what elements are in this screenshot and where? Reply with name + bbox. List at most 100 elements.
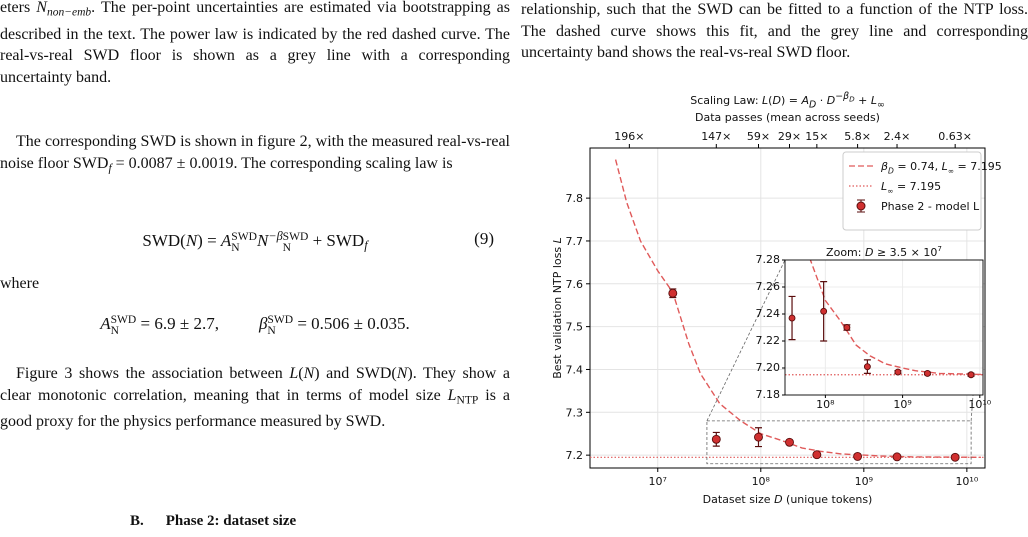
text-run: L (881, 180, 887, 193)
y-tick-label: 7.2 (566, 449, 584, 462)
y-axis-title: Best validation NTP loss L (551, 237, 564, 378)
equation: SWD(N) = A SWD N N−β SWD N + SWDf (9) (0, 229, 510, 254)
section-heading: B. Phase 2: dataset size (130, 511, 296, 533)
text-run: A (800, 94, 809, 107)
math-run: N (256, 231, 269, 251)
text-run: 7 (937, 244, 942, 253)
data-point (812, 450, 822, 460)
data-point (853, 451, 863, 461)
equation-part: β SWD N = 0.506 ± 0.035. (259, 313, 410, 337)
equation-part: A SWD N = 6.9 ± 2.7, (100, 313, 219, 337)
text-run: + SWD (308, 231, 365, 251)
x-axis-title: Dataset size D (unique tokens) (703, 493, 873, 506)
fit-curve (809, 260, 983, 376)
text-run: ∞ (887, 187, 893, 196)
math-run: L (289, 365, 299, 382)
text-run: L (551, 237, 564, 243)
x-tick-label: 10¹⁰ (968, 398, 991, 411)
data-point (950, 452, 960, 462)
inset-frame (784, 259, 984, 396)
legend-label: L∞ = 7.195 (881, 180, 941, 196)
x-tick-label: 10⁸ (816, 398, 835, 411)
script-text: SWD (282, 230, 309, 244)
script-text: SWD (231, 230, 257, 244)
y-tick-label: 7.7 (566, 235, 584, 248)
text-run: The corresponding SWD is shown in figure… (0, 133, 510, 172)
plot-frame (589, 147, 986, 469)
script-text: N (231, 241, 240, 255)
y-tick-label: 7.18 (756, 388, 781, 401)
y-tick-label: 7.20 (756, 361, 781, 374)
text-run: + (855, 94, 871, 107)
text-run: = 0.0087 ± 0.0019. The corresponding sca… (111, 154, 453, 172)
x-tick-label: 10⁹ (893, 398, 911, 411)
x2-tick-label: 147× (701, 130, 731, 143)
script-text: N (282, 241, 292, 255)
inset-background (785, 260, 983, 395)
math-run: non−emb (46, 6, 92, 19)
x2-axis-title: Data passes (mean across seeds) (695, 111, 880, 124)
text-run: ( (298, 365, 304, 382)
data-point (820, 307, 828, 315)
paragraph: The corresponding SWD is shown in figure… (0, 131, 510, 179)
text-run: ∞ (877, 100, 885, 111)
math-run: A (100, 314, 111, 333)
text-run: . The per-point uncertainties are estima… (0, 0, 510, 86)
x-tick-label: 10⁹ (855, 475, 873, 488)
math-run: NTP (456, 393, 479, 406)
equation-body: SWD(N) = A SWD N N−β SWD N + SWDf (142, 229, 367, 255)
text-run: D (772, 94, 780, 107)
text-run: ) = (197, 231, 221, 251)
caption: eters Nnon−emb. The per-point uncertaint… (0, 0, 510, 88)
y-tick-label: 7.26 (756, 280, 781, 293)
script-text: SWD (110, 313, 137, 327)
text-run: D (774, 493, 782, 506)
legend-marker (856, 201, 866, 211)
legend-box (842, 151, 982, 231)
section-number: B. (130, 513, 144, 529)
math-run: −β (268, 229, 283, 243)
text-run: ( (768, 94, 772, 107)
y-tick-label: 7.22 (756, 334, 781, 347)
y-tick-label: 7.8 (566, 192, 584, 205)
math-run: N (396, 365, 408, 382)
text-run: D (888, 167, 894, 176)
text-run: SWD( (142, 231, 186, 251)
text-run: Dataset size (703, 493, 774, 506)
text-run: ∞ (948, 167, 954, 176)
text-run: L (942, 160, 948, 173)
text-run: β (880, 160, 888, 173)
x-tick-label: 10⁷ (649, 475, 667, 488)
series-group (785, 260, 983, 379)
section-title: Phase 2: dataset size (165, 513, 297, 529)
data-point (668, 288, 678, 298)
data-point (788, 314, 796, 322)
data-point (711, 434, 721, 444)
data-point (892, 452, 902, 462)
x2-tick-label: 29× (778, 130, 801, 143)
text-run: D (809, 100, 816, 111)
x2-tick-label: 2.4× (884, 130, 911, 143)
y-tick-label: 7.5 (566, 321, 584, 334)
text-run: D (827, 94, 835, 107)
script-text: SWD (267, 313, 294, 327)
y-tick-label: 7.3 (566, 406, 584, 419)
data-point (894, 368, 902, 376)
text-run: ≥ 3.5 × 10 (873, 246, 937, 259)
y-tick-label: 7.4 (566, 363, 584, 376)
math-run: N (185, 231, 198, 251)
x-tick-label: 10¹⁰ (955, 475, 978, 488)
paragraph: where (0, 275, 40, 292)
y-tick-label: 7.6 (566, 278, 584, 291)
stacked-script: SWD N (231, 230, 257, 255)
text-run: ). They show a clear monotonic correlati… (0, 365, 511, 404)
stacked-script: SWD N (267, 313, 294, 337)
x2-tick-label: 196× (614, 130, 644, 143)
text-run: ) and SWD( (314, 365, 397, 382)
equation: A SWD N = 6.9 ± 2.7, β SWD N = 0.506 ± 0.035. (0, 313, 510, 337)
stacked-script: SWD N (282, 230, 309, 255)
text-run: Best validation NTP loss (551, 243, 564, 378)
text-run: L (762, 94, 768, 107)
data-point (967, 371, 975, 379)
